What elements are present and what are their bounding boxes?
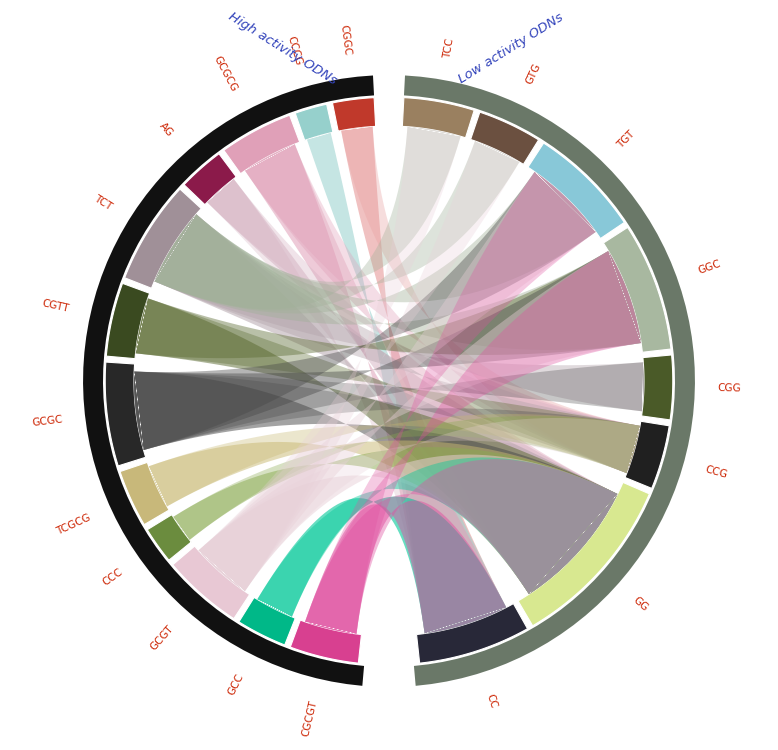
Polygon shape [416, 604, 527, 663]
Polygon shape [332, 98, 376, 131]
Polygon shape [307, 133, 506, 634]
Text: CGG: CGG [717, 383, 741, 394]
Text: CCCG: CCCG [286, 35, 303, 67]
Polygon shape [154, 214, 618, 594]
Text: GG: GG [632, 595, 650, 613]
Polygon shape [173, 546, 250, 619]
Polygon shape [198, 418, 640, 591]
Polygon shape [147, 514, 191, 560]
Text: CGGC: CGGC [338, 24, 352, 56]
Text: GGC: GGC [696, 258, 722, 275]
Polygon shape [135, 298, 618, 594]
Polygon shape [625, 422, 669, 488]
Text: GCGC: GCGC [32, 415, 64, 428]
Polygon shape [258, 458, 618, 616]
Text: GTG: GTG [524, 62, 543, 86]
Text: CGTT: CGTT [40, 298, 70, 314]
Polygon shape [604, 227, 671, 352]
Polygon shape [342, 127, 506, 634]
Text: TCC: TCC [443, 38, 456, 59]
Polygon shape [198, 251, 641, 591]
Polygon shape [184, 154, 237, 205]
Polygon shape [154, 127, 461, 310]
Text: CGCGT: CGCGT [300, 699, 318, 737]
Text: CC: CC [484, 692, 498, 709]
Polygon shape [134, 371, 618, 594]
Polygon shape [124, 189, 202, 288]
Polygon shape [154, 172, 596, 314]
Polygon shape [198, 172, 596, 591]
Polygon shape [134, 362, 644, 450]
Polygon shape [173, 447, 618, 594]
Polygon shape [134, 251, 641, 450]
Text: CCC: CCC [100, 567, 124, 588]
Polygon shape [154, 214, 644, 411]
Polygon shape [305, 251, 641, 634]
Polygon shape [528, 143, 625, 238]
Text: High activity ODNs: High activity ODNs [226, 10, 339, 87]
Polygon shape [290, 620, 362, 663]
Polygon shape [105, 362, 145, 466]
Text: GCGCG: GCGCG [212, 55, 239, 94]
Polygon shape [120, 462, 169, 525]
Polygon shape [107, 284, 149, 358]
Polygon shape [245, 144, 618, 594]
Polygon shape [135, 298, 640, 473]
Polygon shape [207, 179, 640, 473]
Text: CCG: CCG [703, 465, 728, 481]
Polygon shape [245, 144, 640, 473]
Text: Low activity ODNs: Low activity ODNs [456, 10, 566, 86]
Polygon shape [404, 76, 695, 686]
Polygon shape [134, 371, 640, 473]
Polygon shape [173, 416, 640, 540]
Polygon shape [135, 251, 641, 358]
Polygon shape [207, 179, 506, 634]
Polygon shape [402, 98, 474, 138]
Polygon shape [154, 214, 641, 350]
Polygon shape [154, 214, 640, 473]
Polygon shape [295, 104, 333, 140]
Polygon shape [642, 355, 673, 420]
Polygon shape [83, 76, 374, 686]
Polygon shape [149, 440, 618, 594]
Polygon shape [471, 112, 538, 164]
Text: TGT: TGT [615, 129, 637, 151]
Polygon shape [207, 179, 618, 594]
Polygon shape [154, 141, 520, 310]
Polygon shape [305, 459, 618, 634]
Polygon shape [198, 141, 520, 591]
Polygon shape [305, 500, 506, 634]
Polygon shape [518, 482, 650, 626]
Polygon shape [198, 127, 461, 591]
Polygon shape [224, 116, 300, 174]
Text: TCGCG: TCGCG [55, 512, 93, 537]
Text: TCT: TCT [92, 193, 114, 211]
Polygon shape [258, 496, 506, 634]
Polygon shape [245, 144, 506, 634]
Text: GCC: GCC [226, 672, 246, 697]
Polygon shape [342, 127, 640, 473]
Polygon shape [198, 454, 618, 594]
Polygon shape [149, 414, 640, 506]
Polygon shape [134, 172, 596, 450]
Polygon shape [239, 598, 296, 645]
Text: AG: AG [158, 121, 175, 139]
Text: GCGT: GCGT [149, 624, 176, 652]
Polygon shape [305, 172, 596, 634]
